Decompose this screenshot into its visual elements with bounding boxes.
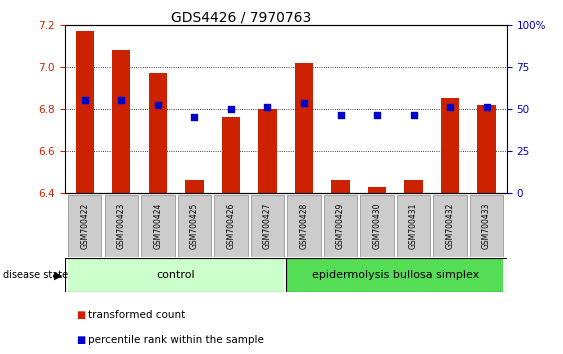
Bar [368,187,386,193]
Bar [441,98,459,193]
Bar [105,195,138,257]
Point [190,114,199,120]
Point [409,112,418,118]
Point [336,112,345,118]
Text: GSM700430: GSM700430 [373,202,382,249]
Bar [287,195,320,257]
Bar [251,195,284,257]
Bar [141,195,175,257]
Bar [470,195,503,257]
Text: GSM700433: GSM700433 [482,202,491,249]
Bar [68,258,284,292]
Point [482,104,491,110]
Text: percentile rank within the sample: percentile rank within the sample [88,335,264,345]
Point [373,112,382,118]
Bar [149,73,167,193]
Bar [222,117,240,193]
Text: ■: ■ [76,335,85,345]
Bar [258,109,276,193]
Point [117,98,126,103]
Text: ■: ■ [76,310,85,320]
Text: epidermolysis bullosa simplex: epidermolysis bullosa simplex [312,270,479,280]
Bar [295,63,313,193]
Bar [477,105,496,193]
Text: GSM700423: GSM700423 [117,202,126,249]
Bar [324,195,357,257]
Bar [397,195,430,257]
Bar [178,195,211,257]
Text: GSM700424: GSM700424 [153,202,162,249]
Text: GSM700429: GSM700429 [336,202,345,249]
Text: GSM700428: GSM700428 [300,202,309,249]
Point [153,102,162,108]
Text: ▶: ▶ [53,270,62,280]
Bar [185,180,204,193]
Bar [75,31,94,193]
Text: GSM700425: GSM700425 [190,202,199,249]
Text: GSM700431: GSM700431 [409,202,418,249]
Bar [360,195,394,257]
Bar [68,195,101,257]
Point [300,100,309,105]
Bar [404,180,423,193]
Point [445,104,454,110]
Text: control: control [157,270,195,280]
Bar [434,195,467,257]
Bar [287,258,503,292]
Bar [332,180,350,193]
Text: GSM700427: GSM700427 [263,202,272,249]
Text: GSM700432: GSM700432 [445,202,454,249]
Text: GSM700422: GSM700422 [81,202,90,249]
Point [81,98,90,103]
Text: GDS4426 / 7970763: GDS4426 / 7970763 [171,11,312,25]
Text: disease state: disease state [3,270,68,280]
Point [263,104,272,110]
Bar [215,195,248,257]
Bar [112,50,131,193]
Text: transformed count: transformed count [88,310,186,320]
Text: GSM700426: GSM700426 [226,202,235,249]
Point [226,106,235,112]
